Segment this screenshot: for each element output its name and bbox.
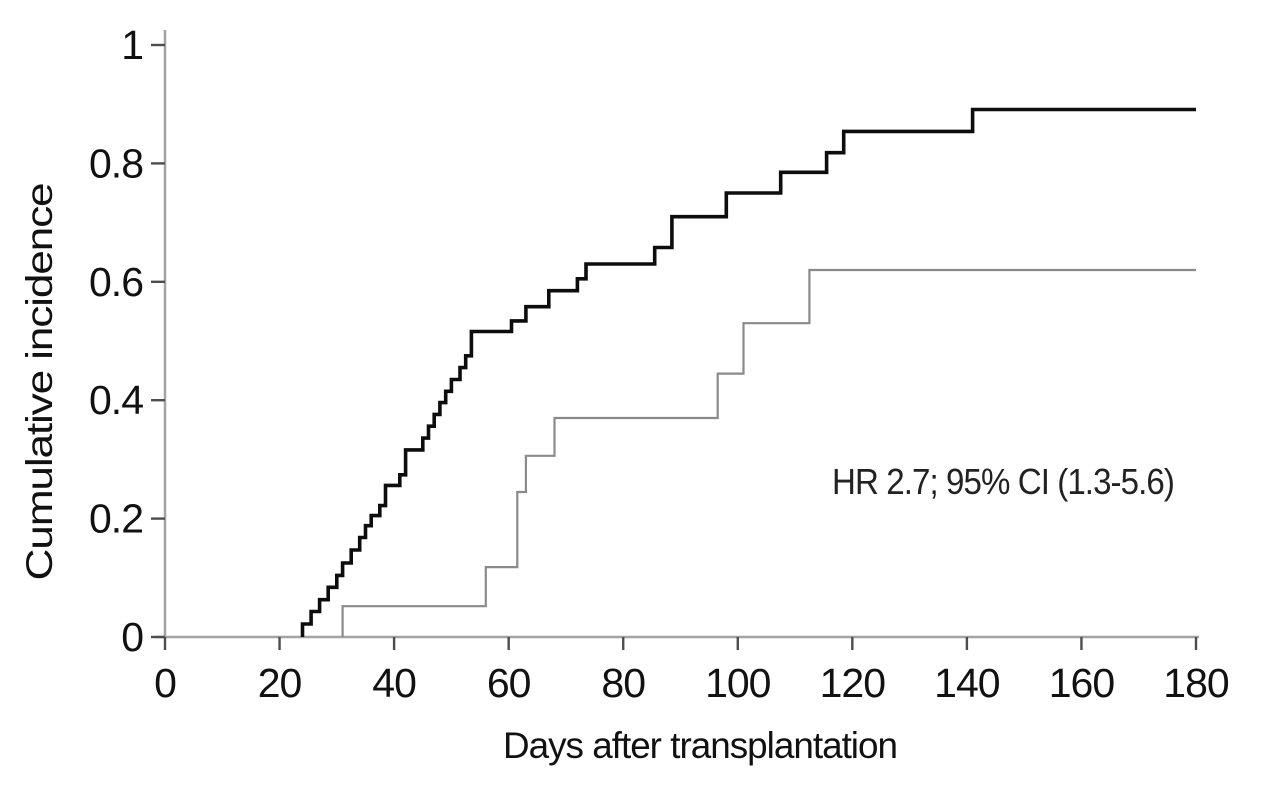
x-tick-label: 160 — [1049, 660, 1115, 706]
x-tick-label: 80 — [601, 660, 645, 706]
series-lower-incidence-group — [341, 268, 1196, 637]
y-tick-label: 0.2 — [89, 496, 143, 542]
y-tick-label: 0.6 — [89, 259, 143, 305]
x-axis-title: Days after transplantation — [503, 725, 897, 766]
x-tick-label: 60 — [487, 660, 531, 706]
x-tick-label: 20 — [258, 660, 302, 706]
y-axis-title: Cumulative incidence — [19, 184, 60, 581]
x-tick-label: 180 — [1163, 660, 1229, 706]
ticks-layer: 0 0.2 0.4 0.6 0.8 1 0 20 40 60 80 100 120 140 160 180 — [89, 22, 1230, 706]
x-tick-label: 40 — [372, 660, 416, 706]
x-tick-label: 100 — [705, 660, 771, 706]
y-tick-label: 0.8 — [89, 140, 143, 186]
series-layer — [300, 107, 1196, 637]
series-higher-incidence-group — [300, 107, 1196, 637]
y-tick-label: 0.4 — [89, 377, 143, 423]
y-tick-label: 0 — [121, 614, 143, 660]
x-tick-label: 140 — [934, 660, 1000, 706]
y-tick-label: 1 — [121, 22, 143, 68]
hazard-ratio-annotation: HR 2.7; 95% CI (1.3-5.6) — [832, 461, 1174, 502]
x-tick-label: 120 — [820, 660, 886, 706]
x-tick-label: 0 — [154, 660, 176, 706]
